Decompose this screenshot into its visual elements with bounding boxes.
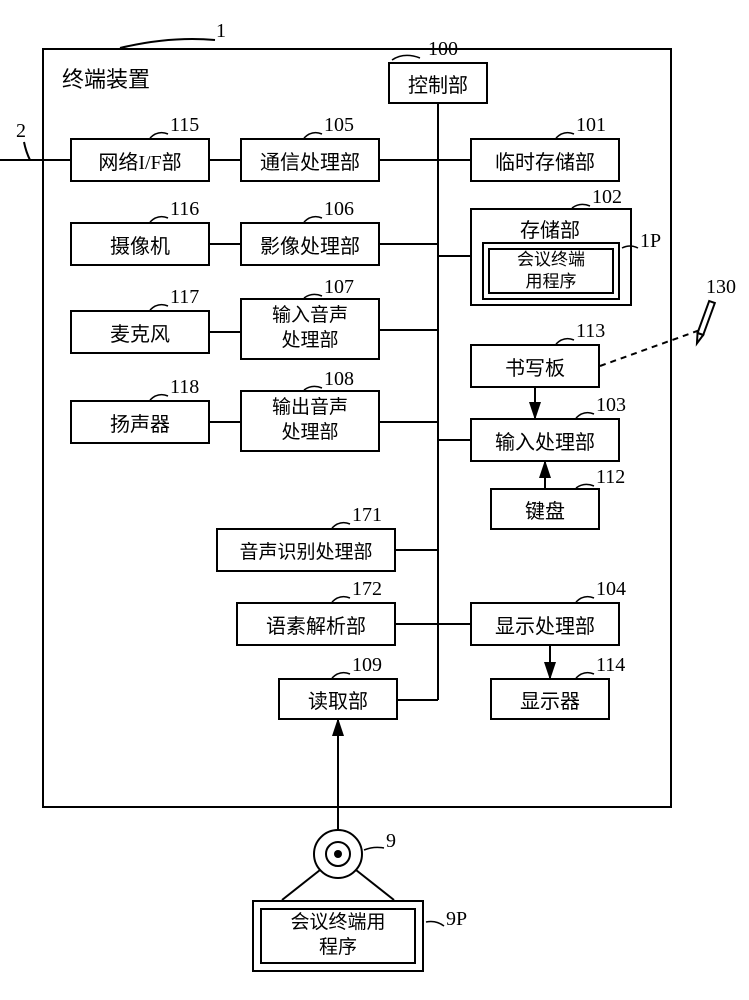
box-control: 控制部 — [388, 62, 488, 104]
num-113: 113 — [576, 320, 605, 343]
box-audio-out-proc: 输出音声 处理部 — [240, 390, 380, 452]
box-9p-l2: 程序 — [319, 936, 357, 961]
num-117: 117 — [170, 286, 199, 309]
num-101: 101 — [576, 114, 606, 137]
num-114: 114 — [596, 654, 625, 677]
num-171: 171 — [352, 504, 382, 527]
box-video-proc-label: 影像处理部 — [260, 230, 360, 259]
box-morpheme: 语素解析部 — [236, 602, 396, 646]
box-morpheme-label: 语素解析部 — [266, 610, 366, 639]
box-audio-out-l1: 输出音声 — [272, 396, 348, 421]
box-display-label: 显示器 — [520, 685, 580, 714]
box-network-if-label: 网络I/F部 — [98, 146, 181, 175]
box-audio-in-l2: 处理部 — [281, 329, 338, 354]
box-keyboard: 键盘 — [490, 488, 600, 530]
box-9p-inner: 会议终端用 程序 — [260, 908, 416, 964]
box-input-proc-label: 输入处理部 — [495, 426, 595, 455]
box-mic-label: 麦克风 — [110, 318, 170, 347]
num-105: 105 — [324, 114, 354, 137]
box-control-label: 控制部 — [408, 69, 468, 98]
box-storage-label: 存储部 — [520, 214, 580, 243]
box-temp-storage: 临时存储部 — [470, 138, 620, 182]
num-2: 2 — [16, 120, 26, 143]
box-tablet-label: 书写板 — [505, 352, 565, 381]
num-112: 112 — [596, 466, 625, 489]
box-audio-in-proc: 输入音声 处理部 — [240, 298, 380, 360]
num-108: 108 — [324, 368, 354, 391]
num-9: 9 — [386, 830, 396, 853]
num-100: 100 — [428, 38, 458, 61]
box-audio-in-l1: 输入音声 — [272, 304, 348, 329]
num-107: 107 — [324, 276, 354, 299]
box-temp-storage-label: 临时存储部 — [495, 146, 595, 175]
box-voice-recog: 音声识别处理部 — [216, 528, 396, 572]
num-172: 172 — [352, 578, 382, 601]
num-1: 1 — [216, 20, 226, 43]
box-1p-inner: 会议终端 用程序 — [488, 248, 614, 294]
box-speaker-label: 扬声器 — [110, 408, 170, 437]
num-115: 115 — [170, 114, 199, 137]
box-reader-label: 读取部 — [308, 685, 368, 714]
box-input-proc: 输入处理部 — [470, 418, 620, 462]
box-network-if: 网络I/F部 — [70, 138, 210, 182]
box-tablet: 书写板 — [470, 344, 600, 388]
box-camera-label: 摄像机 — [110, 230, 170, 259]
num-1P: 1P — [640, 230, 661, 253]
box-voice-recog-label: 音声识别处理部 — [239, 537, 372, 564]
box-comm-proc: 通信处理部 — [240, 138, 380, 182]
num-102: 102 — [592, 186, 622, 209]
num-130: 130 — [706, 276, 736, 299]
num-103: 103 — [596, 394, 626, 417]
box-keyboard-label: 键盘 — [525, 495, 565, 524]
num-104: 104 — [596, 578, 626, 601]
box-mic: 麦克风 — [70, 310, 210, 354]
box-audio-out-l2: 处理部 — [281, 421, 338, 446]
num-116: 116 — [170, 198, 199, 221]
box-1p-l1: 会议终端 — [517, 249, 585, 271]
num-118: 118 — [170, 376, 199, 399]
num-109: 109 — [352, 654, 382, 677]
box-video-proc: 影像处理部 — [240, 222, 380, 266]
diagram-canvas: 终端装置 控制部 网络I/F部 通信处理部 临时存储部 摄像机 影像处理部 存储… — [0, 0, 749, 1000]
box-1p-l2: 用程序 — [526, 271, 577, 293]
box-reader: 读取部 — [278, 678, 398, 720]
num-9P: 9P — [446, 908, 467, 931]
num-106: 106 — [324, 198, 354, 221]
box-display-proc: 显示处理部 — [470, 602, 620, 646]
box-speaker: 扬声器 — [70, 400, 210, 444]
box-display-proc-label: 显示处理部 — [495, 610, 595, 639]
terminal-title: 终端装置 — [62, 62, 150, 94]
box-9p-l1: 会议终端用 — [290, 911, 385, 936]
box-display: 显示器 — [490, 678, 610, 720]
box-comm-proc-label: 通信处理部 — [260, 146, 360, 175]
box-camera: 摄像机 — [70, 222, 210, 266]
